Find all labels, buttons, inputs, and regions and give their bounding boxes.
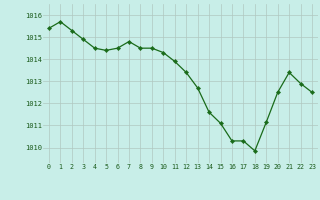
Text: Graphe pression niveau de la mer (hPa): Graphe pression niveau de la mer (hPa) [58, 182, 262, 191]
